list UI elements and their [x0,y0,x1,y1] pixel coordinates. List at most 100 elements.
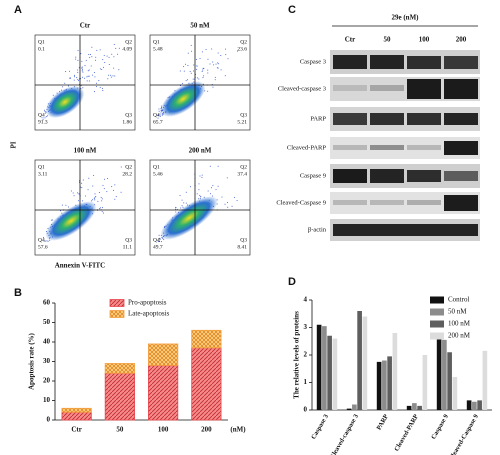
x-axis-label: Annexin V-FITC [55,262,106,270]
event-dot [69,77,71,79]
event-dot [196,77,198,79]
event-dot [93,174,95,176]
quadrant-value: 1.86 [122,119,132,125]
legend-swatch [109,299,125,307]
event-dot [97,200,99,202]
x-unit: (nM) [230,426,246,434]
event-dot [65,71,67,73]
event-dot [93,198,95,200]
event-dot [210,187,212,189]
event-dot [201,51,203,53]
event-dot [69,77,71,79]
density [45,201,97,241]
quadrant-value: 65.7 [153,119,163,125]
event-dot [160,241,162,243]
event-dot [207,72,209,74]
legend-label: Late-apoptosis [128,310,169,318]
event-dot [106,55,108,57]
event-dot [209,63,211,65]
quadrant-value: 37.4 [237,171,247,177]
event-dot [81,182,83,184]
event-dot [103,188,105,190]
event-dot [120,191,122,193]
event-dot [94,199,96,201]
event-dot [78,193,80,195]
bar [436,333,442,410]
quadrant-value: 91.3 [38,119,48,125]
event-dot [190,44,192,46]
event-dot [175,206,177,208]
y-tick-label: 10 [43,396,51,404]
event-dot [99,68,101,70]
event-dot [103,178,105,180]
y-tick-label: 60 [43,299,51,307]
y-axis-label: The relative levels of proteins [293,311,301,399]
event-dot [217,62,219,64]
event-dot [99,208,101,210]
event-dot [94,196,96,198]
event-dot [214,79,216,81]
quadrant-value: 5.48 [153,46,163,52]
event-dot [82,179,84,181]
event-dot [90,65,92,67]
event-dot [108,64,110,66]
lane-label: 200 [456,36,467,44]
x-tick-label: PARP [376,413,391,431]
legend-label: Control [448,296,469,304]
event-dot [102,89,104,91]
event-dot [84,195,86,197]
event-dot [70,190,72,192]
quadrant-value: 28.2 [122,171,132,177]
event-dot [92,74,94,76]
event-dot [50,219,52,221]
event-dot [101,69,103,71]
event-dot [52,94,54,96]
row-label: Caspase 9 [300,172,326,179]
y-tick-label: 50 [43,318,51,326]
bar [382,360,387,410]
event-dot [201,174,203,176]
event-dot [91,200,93,202]
event-dot [207,90,209,92]
quadrant-value: 57.6 [38,244,48,250]
bar [422,355,428,410]
bar [472,401,477,410]
event-dot [115,47,117,49]
bar-segment [61,411,92,421]
event-dot [95,56,97,58]
density [45,86,85,118]
event-dot [207,190,209,192]
event-dot [42,119,44,121]
event-dot [220,69,222,71]
event-dot [61,204,63,206]
event-dot [159,115,161,117]
event-dot [213,64,215,66]
event-dot [104,61,106,63]
event-dot [199,58,201,60]
event-dot [118,47,120,49]
event-dot [69,70,71,72]
event-dot [158,113,160,115]
event-dot [159,238,161,240]
event-dot [175,211,177,213]
event-dot [101,198,103,200]
bar [412,403,417,410]
event-dot [102,212,104,214]
event-dot [193,64,195,66]
event-dot [187,52,189,54]
quadrant-label: Q4 [153,112,160,118]
event-dot [233,196,235,198]
event-dot [207,58,209,60]
event-dot [225,48,227,50]
event-dot [101,200,103,202]
event-dot [101,87,103,89]
event-dot [157,117,159,119]
density [160,81,206,117]
event-dot [216,67,218,69]
x-tick-label: Caspase 3 [310,413,330,441]
event-dot [158,234,160,236]
event-dot [47,240,49,242]
event-dot [196,68,198,70]
bar [482,350,488,410]
event-dot [82,76,84,78]
